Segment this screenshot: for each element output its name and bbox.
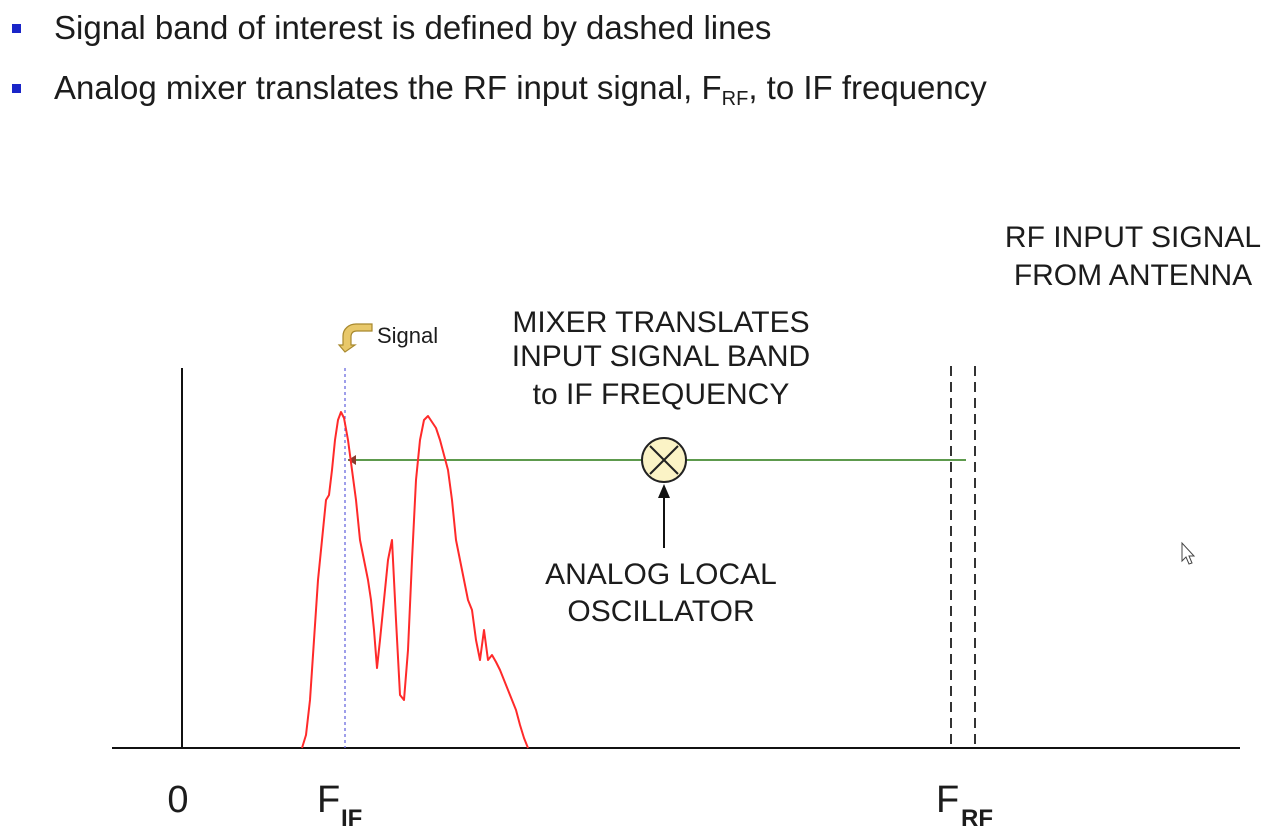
bullet-item-signal-band: Signal band of interest is defined by da… <box>12 8 771 48</box>
axis-label-f-rf-subscript: RF <box>961 805 993 831</box>
signal-callout-label: Signal <box>377 323 438 348</box>
bullet-square-icon <box>12 23 21 33</box>
lo-label-line-1: ANALOG LOCAL <box>545 558 777 591</box>
bullet-square-icon <box>12 83 21 93</box>
rf-input-label-line-2: FROM ANTENNA <box>1014 259 1252 292</box>
mixer-label-line-2: INPUT SIGNAL BAND <box>512 340 810 373</box>
rf-input-label-line-1: RF INPUT SIGNAL <box>1005 221 1261 254</box>
axis-label-f-rf: F <box>936 779 959 821</box>
bullet-item-analog-mixer: Analog mixer translates the RF input sig… <box>12 68 987 110</box>
translation-arrowhead-icon <box>348 455 356 465</box>
axis-label-f-if: F <box>317 779 340 821</box>
bullet-text-part: Analog mixer translates the RF input sig… <box>54 69 722 106</box>
mixer-label-line-3: to IF FREQUENCY <box>533 378 790 411</box>
bullet-text-part: , to IF frequency <box>748 69 987 106</box>
axis-label-zero: 0 <box>167 779 188 821</box>
mixer-cross-icon <box>649 445 679 475</box>
signal-callout-arrow-icon <box>337 323 373 353</box>
bullet-text: Analog mixer translates the RF input sig… <box>54 68 987 110</box>
mouse-cursor-icon <box>1181 541 1196 565</box>
spectrum-trace <box>301 411 529 749</box>
bullet-text: Signal band of interest is defined by da… <box>54 9 772 46</box>
lo-arrowhead-icon <box>658 484 670 498</box>
axis-label-f-if-subscript: IF <box>341 805 362 831</box>
mixer-label-line-1: MIXER TRANSLATES <box>512 306 809 339</box>
lo-label-line-2: OSCILLATOR <box>567 595 754 628</box>
bullet-text-subscript: RF <box>721 88 749 110</box>
